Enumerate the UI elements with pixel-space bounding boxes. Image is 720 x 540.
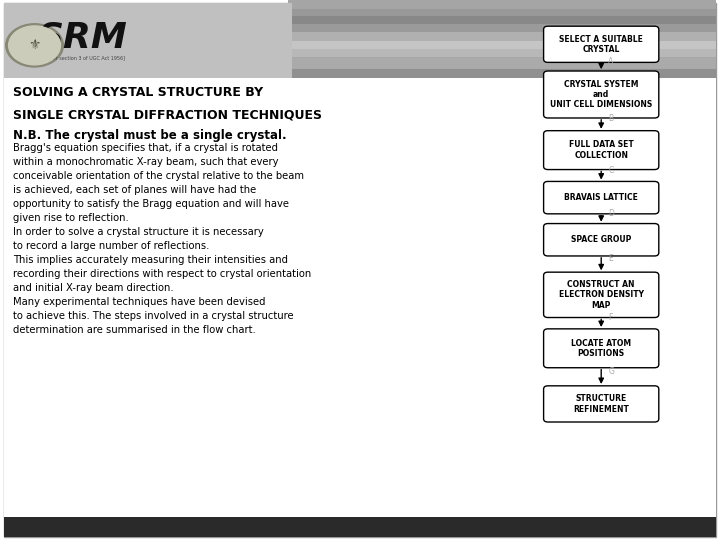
Text: BRAVAIS LATTICE: BRAVAIS LATTICE [564, 193, 638, 202]
Bar [288, 23, 716, 32]
Text: LOCATE ATOM
POSITIONS: LOCATE ATOM POSITIONS [571, 339, 631, 358]
Circle shape [6, 24, 63, 67]
Text: N.B. The crystal must be a single crystal.: N.B. The crystal must be a single crysta… [13, 129, 287, 141]
FancyBboxPatch shape [544, 386, 659, 422]
Text: SELECT A SUITABLE
CRYSTAL: SELECT A SUITABLE CRYSTAL [559, 35, 643, 54]
Bar [288, 15, 716, 24]
Text: CONSTRUCT AN
ELECTRON DENSITY
MAP: CONSTRUCT AN ELECTRON DENSITY MAP [559, 280, 644, 310]
Text: ⚜: ⚜ [28, 38, 41, 52]
Bar [288, 58, 716, 68]
Bar [4, 3, 292, 78]
Bar [288, 69, 716, 78]
Circle shape [9, 26, 60, 65]
Text: CRYSTAL SYSTEM
and
UNIT CELL DIMENSIONS: CRYSTAL SYSTEM and UNIT CELL DIMENSIONS [550, 79, 652, 110]
Bar [288, 39, 716, 49]
Text: B: B [608, 114, 613, 124]
Bar [288, 47, 716, 57]
Text: SPACE GROUP: SPACE GROUP [571, 235, 631, 244]
Text: SRM: SRM [38, 21, 127, 55]
Text: STRUCTURE
REFINEMENT: STRUCTURE REFINEMENT [573, 394, 629, 414]
Text: D: D [608, 209, 614, 218]
FancyBboxPatch shape [544, 329, 659, 368]
Text: F: F [608, 313, 613, 322]
FancyBboxPatch shape [544, 71, 659, 118]
FancyBboxPatch shape [544, 181, 659, 214]
Text: A: A [608, 57, 613, 66]
Text: C: C [608, 166, 613, 174]
Text: [Under section 3 of UGC Act 1956]: [Under section 3 of UGC Act 1956] [41, 55, 125, 60]
Text: FULL DATA SET
COLLECTION: FULL DATA SET COLLECTION [569, 140, 634, 160]
Text: G: G [608, 367, 614, 376]
Text: Bragg's equation specifies that, if a crystal is rotated
within a monochromatic : Bragg's equation specifies that, if a cr… [13, 143, 311, 335]
FancyBboxPatch shape [544, 26, 659, 62]
Text: SINGLE CRYSTAL DIFFRACTION TECHNIQUES: SINGLE CRYSTAL DIFFRACTION TECHNIQUES [13, 108, 322, 121]
Bar [288, 31, 716, 40]
Bar [4, 3, 716, 78]
FancyBboxPatch shape [544, 224, 659, 256]
FancyBboxPatch shape [544, 272, 659, 318]
Bar [288, 6, 716, 16]
Bar [4, 78, 716, 518]
FancyBboxPatch shape [544, 131, 659, 170]
Text: SOLVING A CRYSTAL STRUCTURE BY: SOLVING A CRYSTAL STRUCTURE BY [13, 86, 263, 99]
Text: E: E [608, 254, 613, 263]
Bar [288, 0, 716, 9]
Bar [4, 517, 716, 537]
